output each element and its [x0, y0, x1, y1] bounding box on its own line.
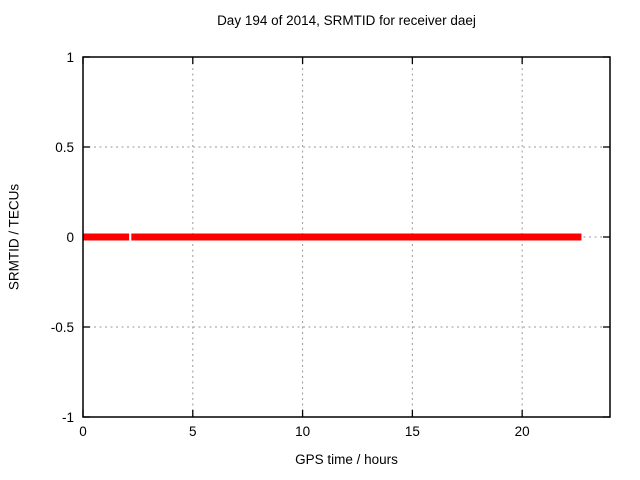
- y-tick-label: -0.5: [51, 320, 74, 335]
- series-segment: [131, 233, 582, 241]
- y-tick-label: -1: [62, 410, 74, 425]
- x-tick-label: 10: [295, 424, 310, 439]
- series-segment: [83, 233, 130, 241]
- chart-title: Day 194 of 2014, SRMTID for receiver dae…: [217, 13, 476, 28]
- x-axis-label: GPS time / hours: [295, 452, 398, 467]
- y-tick-label: 0.5: [55, 140, 74, 155]
- y-tick-label: 1: [66, 50, 74, 65]
- x-tick-label: 15: [405, 424, 420, 439]
- x-tick-label: 5: [189, 424, 197, 439]
- x-tick-label: 0: [79, 424, 87, 439]
- y-tick-label: 0: [66, 230, 74, 245]
- plot-border: [82, 56, 611, 418]
- x-tick-label: 20: [515, 424, 530, 439]
